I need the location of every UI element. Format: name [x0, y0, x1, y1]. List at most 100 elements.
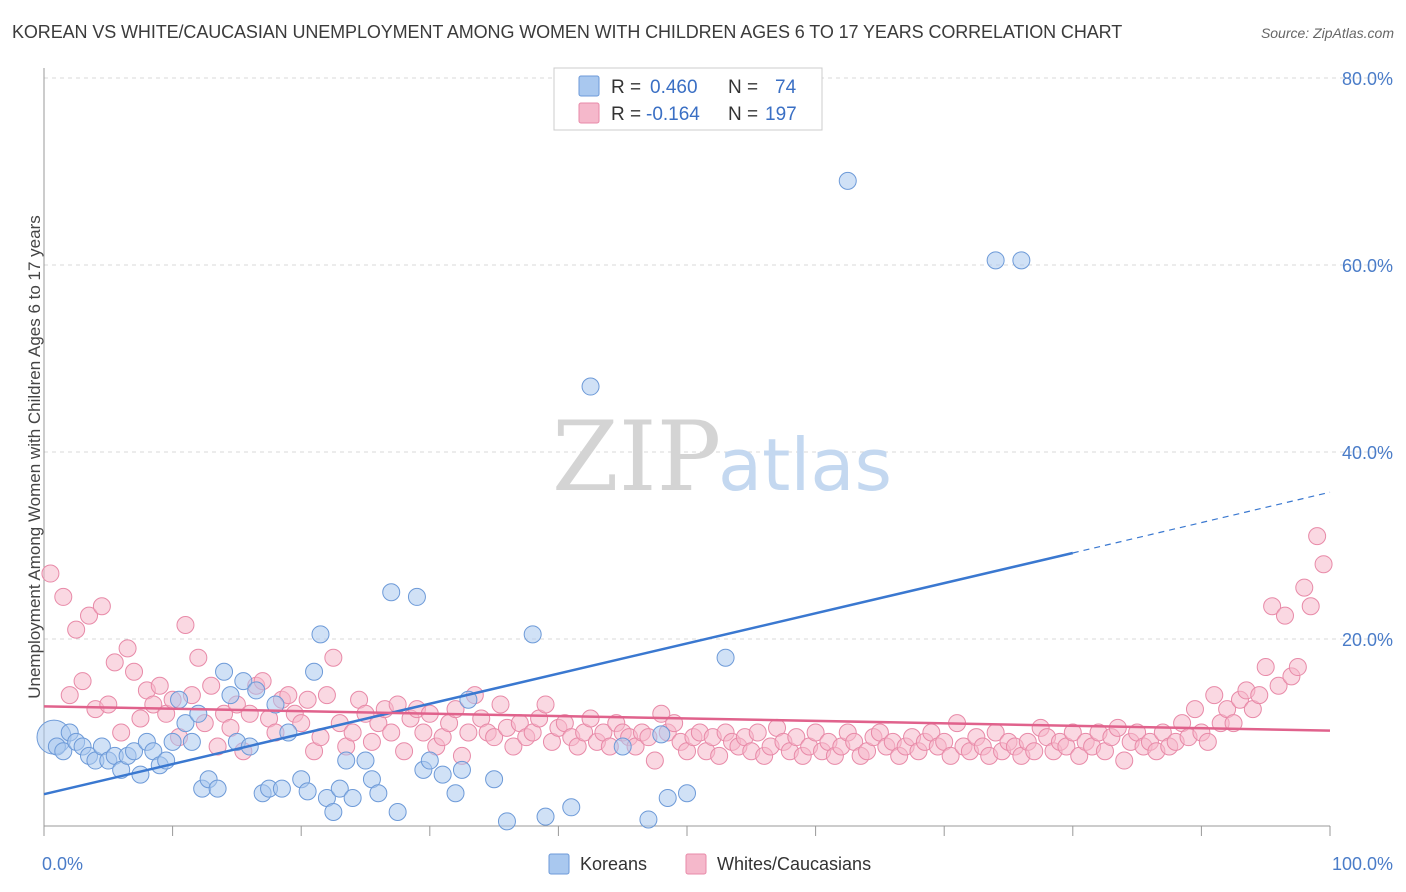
- legend-n-label-2: N =: [728, 104, 758, 125]
- y-axis-label: Unemployment Among Women with Children A…: [25, 215, 44, 699]
- chart-title: KOREAN VS WHITE/CAUCASIAN UNEMPLOYMENT A…: [12, 22, 1123, 42]
- koreans-point-20: [170, 690, 189, 709]
- legend-r-value-2: -0.164: [646, 104, 700, 125]
- whites-point-158: [1063, 723, 1082, 742]
- top-legend: R = 0.460 N = 74 R = -0.164 N = 197: [553, 67, 823, 131]
- whites-point-183: [1224, 714, 1243, 733]
- legend-r-value-1: 0.460: [650, 77, 698, 98]
- koreans-trend-extension: [1072, 491, 1331, 554]
- koreans-point-62: [536, 807, 555, 826]
- whites-point-49: [362, 732, 381, 751]
- bottom-legend-swatch-koreans: [548, 853, 570, 875]
- koreans-point-32: [247, 681, 266, 700]
- whites-point-52: [382, 723, 401, 742]
- y-tick-label-2: 60.0%: [1342, 256, 1393, 276]
- koreans-trend-line: [43, 551, 1074, 796]
- koreans-point-28: [221, 686, 240, 705]
- whites-point-30: [240, 704, 259, 723]
- koreans-point-69: [838, 171, 857, 190]
- whites-point-2: [60, 686, 79, 705]
- bottom-legend-whites: Whites/Caucasians: [717, 854, 871, 874]
- whites-point-103: [710, 746, 729, 765]
- koreans-point-49: [369, 784, 388, 803]
- koreans-point-41: [311, 625, 330, 644]
- koreans-point-46: [343, 788, 362, 807]
- legend-swatch-koreans: [578, 75, 600, 97]
- whites-point-177: [1185, 700, 1204, 719]
- whites-point-179: [1198, 732, 1217, 751]
- whites-point-54: [395, 742, 414, 761]
- whites-point-4: [73, 672, 92, 691]
- koreans-point-50: [382, 583, 401, 602]
- whites-point-68: [485, 728, 504, 747]
- whites-point-42: [317, 686, 336, 705]
- koreans-points: [36, 171, 1031, 831]
- koreans-point-14: [131, 765, 150, 784]
- whites-point-22: [189, 648, 208, 667]
- whites-point-46: [343, 723, 362, 742]
- koreans-point-70: [986, 251, 1005, 270]
- whites-point-1: [54, 587, 73, 606]
- whites-point-5: [80, 606, 99, 625]
- koreans-point-73: [652, 725, 671, 744]
- whites-point-3: [67, 620, 86, 639]
- bottom-legend: Koreans Whites/Caucasians: [548, 853, 871, 875]
- koreans-point-63: [562, 798, 581, 817]
- ticks-layer: 20.0% 40.0% 60.0% 80.0% 0.0% 100.0%: [42, 69, 1393, 874]
- legend-r-label-1: R =: [611, 77, 641, 98]
- whites-point-166: [1115, 751, 1134, 770]
- whites-point-38: [292, 714, 311, 733]
- whites-point-93: [645, 751, 664, 770]
- whites-point-83: [581, 709, 600, 728]
- koreans-point-35: [266, 695, 285, 714]
- whites-point-20: [176, 615, 195, 634]
- koreans-point-21: [176, 714, 195, 733]
- whites-point-39: [298, 690, 317, 709]
- whites-point-0: [41, 564, 60, 583]
- whites-point-36: [279, 686, 298, 705]
- whites-point-25: [208, 737, 227, 756]
- whites-point-12: [125, 662, 144, 681]
- whites-trend-line: [43, 705, 1331, 732]
- whites-point-189: [1263, 597, 1282, 616]
- koreans-point-71: [1012, 251, 1031, 270]
- koreans-point-59: [485, 770, 504, 789]
- koreans-point-55: [433, 765, 452, 784]
- whites-point-180: [1205, 686, 1224, 705]
- whites-point-9: [105, 653, 124, 672]
- koreans-point-68: [716, 648, 735, 667]
- koreans-point-52: [407, 587, 426, 606]
- koreans-point-72: [613, 737, 632, 756]
- koreans-point-65: [639, 810, 658, 829]
- koreans-point-13: [125, 742, 144, 761]
- whites-point-196: [1308, 527, 1327, 546]
- koreans-point-43: [324, 802, 343, 821]
- watermark-atlas: atlas: [718, 423, 892, 507]
- watermark: ZIP atlas: [552, 401, 892, 513]
- whites-point-195: [1301, 597, 1320, 616]
- koreans-point-64: [581, 377, 600, 396]
- legend-n-value-2: 197: [765, 104, 797, 125]
- x-tick-label-1: 100.0%: [1332, 854, 1393, 874]
- whites-point-197: [1314, 555, 1333, 574]
- whites-point-11: [118, 639, 137, 658]
- koreans-point-19: [163, 732, 182, 751]
- whites-point-139: [941, 746, 960, 765]
- whites-point-190: [1269, 676, 1288, 695]
- whites-point-24: [202, 676, 221, 695]
- koreans-point-45: [337, 751, 356, 770]
- y-tick-label-1: 40.0%: [1342, 443, 1393, 463]
- whites-points: [41, 527, 1333, 770]
- whites-point-71: [504, 737, 523, 756]
- watermark-zip: ZIP: [552, 401, 721, 513]
- bottom-legend-koreans: Koreans: [580, 854, 647, 874]
- koreans-point-57: [452, 760, 471, 779]
- koreans-point-56: [446, 784, 465, 803]
- whites-point-187: [1250, 686, 1269, 705]
- koreans-point-67: [678, 784, 696, 803]
- koreans-point-2: [54, 742, 73, 761]
- koreans-point-66: [658, 788, 677, 807]
- whites-point-115: [787, 728, 806, 747]
- whites-point-10: [112, 723, 131, 742]
